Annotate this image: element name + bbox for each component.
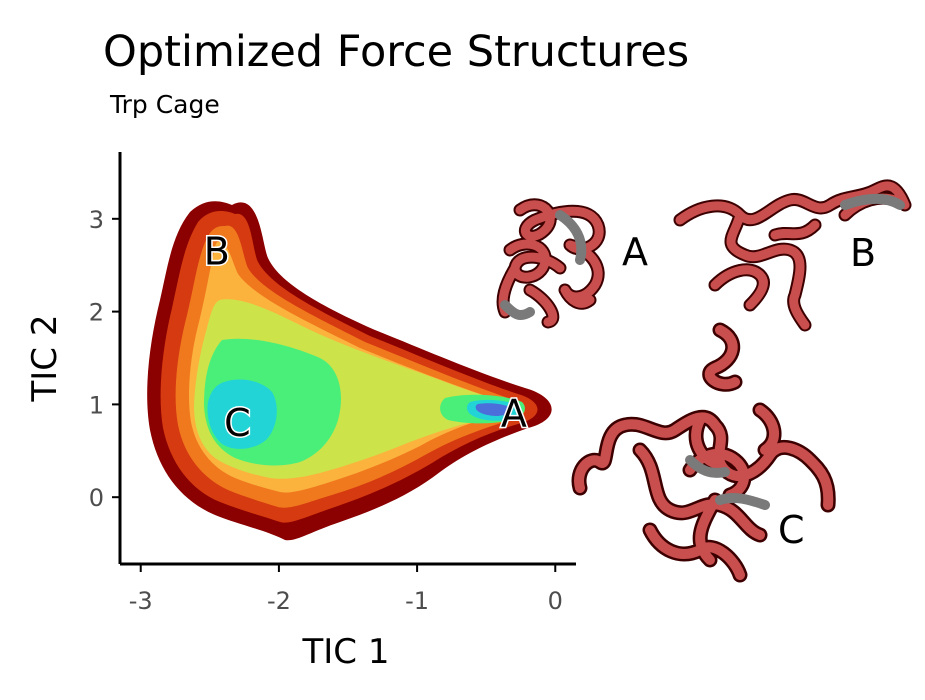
region-label-b: B [204,229,230,273]
chart-subtitle: Trp Cage [109,90,220,119]
density-level-9 [475,403,513,416]
protein-ribbon-b [675,181,910,330]
y-tick-label: 2 [89,299,104,327]
structure-panel-b [673,179,912,332]
structure-panel-a [496,198,606,329]
y-tick-label: 1 [89,391,104,419]
x-tick-label: 0 [548,587,563,615]
protein-core-b [840,194,905,210]
region-label-c: C [224,401,251,445]
panel-label-b: B [850,231,876,275]
y-axis-title: TIC 2 [25,315,65,403]
y-tick-label: 3 [89,206,104,234]
panel-label-a: A [622,230,648,274]
x-axis-ticks: -3 -2 -1 0 [129,564,563,615]
x-axis-title: TIC 1 [302,632,390,672]
structure-panel-c [571,322,836,583]
axes: -3 -2 -1 0 0 1 2 3 [89,152,576,615]
x-tick-label: -2 [267,587,291,615]
region-label-a: A [501,392,527,436]
x-tick-label: -1 [405,587,429,615]
y-axis-ticks: 0 1 2 3 [89,206,120,512]
region-labels: A B C [202,228,528,447]
density-heatmap [147,201,552,541]
protein-core-a [500,210,587,321]
x-tick-label: -3 [129,587,153,615]
chart-title: Optimized Force Structures [103,27,689,77]
protein-ribbon-c [574,325,834,580]
y-tick-label: 0 [89,484,104,512]
density-level-7 [207,379,277,449]
protein-core-c [685,455,770,510]
panel-label-c: C [778,508,805,552]
protein-ribbon-a [498,200,604,327]
